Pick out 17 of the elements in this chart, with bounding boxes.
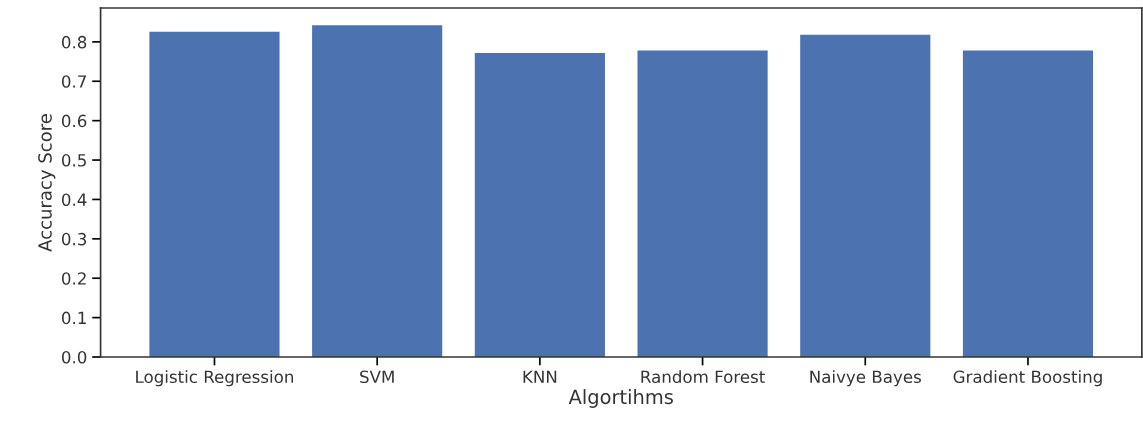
- x-axis-title: Algortihms: [568, 389, 673, 408]
- y-tick-label: 0.7: [61, 75, 86, 88]
- y-tick-label: 0.5: [61, 154, 86, 167]
- y-tick-label: 0.1: [61, 311, 86, 325]
- y-tick-label: 0.3: [61, 232, 87, 246]
- y-tick-label: 0.8: [61, 35, 87, 49]
- x-tick-label: Naivye Bayes: [810, 370, 921, 387]
- x-tick-label: KNN: [523, 370, 557, 383]
- y-tick-label: 0.0: [61, 350, 87, 364]
- x-tick-label: Random Forest: [641, 370, 765, 384]
- y-axis-title: Accuracy Score: [38, 114, 56, 252]
- y-tick-label: 0.6: [61, 114, 87, 128]
- x-tick-label: Gradient Boosting: [953, 370, 1102, 387]
- x-tick-label: Logistic Regression: [136, 370, 293, 387]
- y-tick-label: 0.2: [61, 272, 86, 285]
- y-tick-label: 0.4: [61, 193, 87, 207]
- x-tick-label: SVM: [360, 370, 394, 384]
